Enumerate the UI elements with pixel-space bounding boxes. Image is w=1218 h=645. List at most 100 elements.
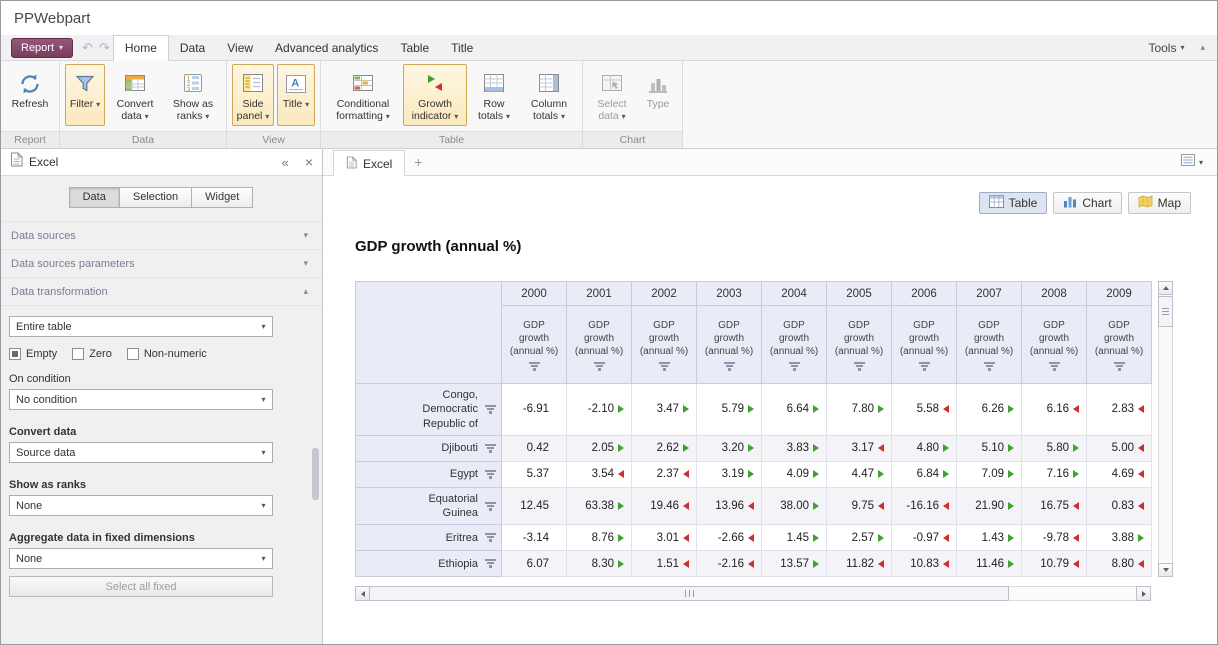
- value-cell[interactable]: -2.10: [566, 383, 632, 436]
- year-column-header[interactable]: 2000: [501, 281, 567, 306]
- value-cell[interactable]: 7.09: [956, 460, 1022, 488]
- sheet-tab-excel[interactable]: Excel: [333, 150, 406, 176]
- value-cell[interactable]: 0.42: [501, 434, 567, 462]
- measure-column-header[interactable]: GDP growth (annual %): [566, 305, 632, 384]
- menu-tab-data[interactable]: Data: [179, 40, 206, 55]
- convert-data-select[interactable]: Source data ▾: [9, 442, 273, 463]
- year-column-header[interactable]: 2009: [1086, 281, 1152, 306]
- side-panel-button[interactable]: Side panel ▾: [232, 64, 274, 126]
- value-cell[interactable]: 4.09: [761, 460, 827, 488]
- value-cell[interactable]: 3.47: [631, 383, 697, 436]
- row-header[interactable]: Equatorial Guinea: [355, 486, 502, 526]
- scroll-right-button[interactable]: [1136, 586, 1151, 602]
- column-filter-icon[interactable]: [723, 361, 735, 371]
- scroll-down-button[interactable]: [1158, 563, 1173, 578]
- value-cell[interactable]: 11.46: [956, 550, 1022, 578]
- row-header[interactable]: Djibouti: [355, 434, 502, 462]
- row-filter-icon[interactable]: [484, 469, 496, 479]
- value-cell[interactable]: 12.45: [501, 486, 567, 526]
- horizontal-scrollbar-thumb[interactable]: [369, 586, 1009, 602]
- value-cell[interactable]: 38.00: [761, 486, 827, 526]
- panel-tab-widget[interactable]: Widget: [191, 187, 254, 208]
- sidebar-scrollbar-thumb[interactable]: [312, 448, 319, 500]
- column-filter-icon[interactable]: [1048, 361, 1060, 371]
- chart-type-button[interactable]: Type: [639, 64, 677, 126]
- value-cell[interactable]: 3.88: [1086, 524, 1152, 552]
- section-data-transformation[interactable]: Data transformation ▴: [1, 278, 322, 306]
- row-header[interactable]: Ethiopia: [355, 550, 502, 578]
- value-cell[interactable]: 63.38: [566, 486, 632, 526]
- panel-tab-selection[interactable]: Selection: [118, 187, 193, 208]
- vertical-scrollbar-thumb[interactable]: [1158, 296, 1173, 327]
- value-cell[interactable]: 4.80: [891, 434, 957, 462]
- value-cell[interactable]: 5.00: [1086, 434, 1152, 462]
- year-column-header[interactable]: 2007: [956, 281, 1022, 306]
- value-cell[interactable]: 3.54: [566, 460, 632, 488]
- value-cell[interactable]: 5.79: [696, 383, 762, 436]
- year-column-header[interactable]: 2003: [696, 281, 762, 306]
- column-filter-icon[interactable]: [918, 361, 930, 371]
- tools-menu-button[interactable]: Tools ▾: [1148, 40, 1185, 55]
- value-cell[interactable]: 6.26: [956, 383, 1022, 436]
- horizontal-scrollbar-track[interactable]: [1009, 587, 1137, 600]
- column-totals-button[interactable]: Column totals ▾: [521, 64, 577, 126]
- table-horizontal-scrollbar[interactable]: [355, 586, 1151, 602]
- menu-tab-view[interactable]: View: [227, 40, 254, 55]
- value-cell[interactable]: 0.83: [1086, 486, 1152, 526]
- zero-checkbox[interactable]: Zero: [72, 348, 112, 360]
- value-cell[interactable]: 3.17: [826, 434, 892, 462]
- show-as-ranks-select[interactable]: None ▾: [9, 495, 273, 516]
- value-cell[interactable]: 5.10: [956, 434, 1022, 462]
- value-cell[interactable]: 6.07: [501, 550, 567, 578]
- column-filter-icon[interactable]: [788, 361, 800, 371]
- redo-icon[interactable]: ↷: [98, 39, 110, 55]
- section-data-sources[interactable]: Data sources ▾: [1, 222, 322, 250]
- value-cell[interactable]: 5.58: [891, 383, 957, 436]
- value-cell[interactable]: 2.83: [1086, 383, 1152, 436]
- value-cell[interactable]: 2.62: [631, 434, 697, 462]
- value-cell[interactable]: 2.05: [566, 434, 632, 462]
- menu-tab-advanced-analytics[interactable]: Advanced analytics: [275, 40, 379, 55]
- column-filter-icon[interactable]: [1113, 361, 1125, 371]
- row-header[interactable]: Egypt: [355, 460, 502, 488]
- panel-tab-data[interactable]: Data: [68, 187, 120, 208]
- layout-options-button[interactable]: ▾: [1180, 153, 1217, 171]
- value-cell[interactable]: 7.80: [826, 383, 892, 436]
- transform-scope-select[interactable]: Entire table ▾: [9, 316, 273, 337]
- value-cell[interactable]: 8.76: [566, 524, 632, 552]
- value-cell[interactable]: 1.51: [631, 550, 697, 578]
- row-filter-icon[interactable]: [484, 404, 496, 414]
- value-cell[interactable]: 13.57: [761, 550, 827, 578]
- measure-column-header[interactable]: GDP growth (annual %): [761, 305, 827, 384]
- value-cell[interactable]: 4.69: [1086, 460, 1152, 488]
- value-cell[interactable]: 6.16: [1021, 383, 1087, 436]
- year-column-header[interactable]: 2006: [891, 281, 957, 306]
- non-numeric-checkbox[interactable]: Non-numeric: [126, 348, 207, 360]
- select-all-fixed-button[interactable]: Select all fixed: [9, 576, 273, 597]
- empty-checkbox[interactable]: Empty: [9, 348, 57, 360]
- map-view-button[interactable]: Map: [1127, 192, 1191, 214]
- conditional-formatting-button[interactable]: Conditional formatting ▾: [326, 64, 400, 126]
- measure-column-header[interactable]: GDP growth (annual %): [956, 305, 1022, 384]
- measure-column-header[interactable]: GDP growth (annual %): [1021, 305, 1087, 384]
- measure-column-header[interactable]: GDP growth (annual %): [1086, 305, 1152, 384]
- collapse-ribbon-icon[interactable]: ▴: [1200, 42, 1205, 52]
- value-cell[interactable]: 13.96: [696, 486, 762, 526]
- row-filter-icon[interactable]: [484, 533, 496, 543]
- value-cell[interactable]: 5.37: [501, 460, 567, 488]
- column-filter-icon[interactable]: [528, 361, 540, 371]
- condition-select[interactable]: No condition ▾: [9, 389, 273, 410]
- measure-column-header[interactable]: GDP growth (annual %): [891, 305, 957, 384]
- value-cell[interactable]: 21.90: [956, 486, 1022, 526]
- value-cell[interactable]: 19.46: [631, 486, 697, 526]
- row-filter-icon[interactable]: [484, 501, 496, 511]
- column-filter-icon[interactable]: [983, 361, 995, 371]
- title-button[interactable]: A Title ▾: [277, 64, 315, 126]
- table-view-button[interactable]: Table: [978, 192, 1048, 214]
- column-filter-icon[interactable]: [853, 361, 865, 371]
- year-column-header[interactable]: 2008: [1021, 281, 1087, 306]
- chart-view-button[interactable]: Chart: [1053, 192, 1122, 214]
- value-cell[interactable]: 3.20: [696, 434, 762, 462]
- column-filter-icon[interactable]: [593, 361, 605, 371]
